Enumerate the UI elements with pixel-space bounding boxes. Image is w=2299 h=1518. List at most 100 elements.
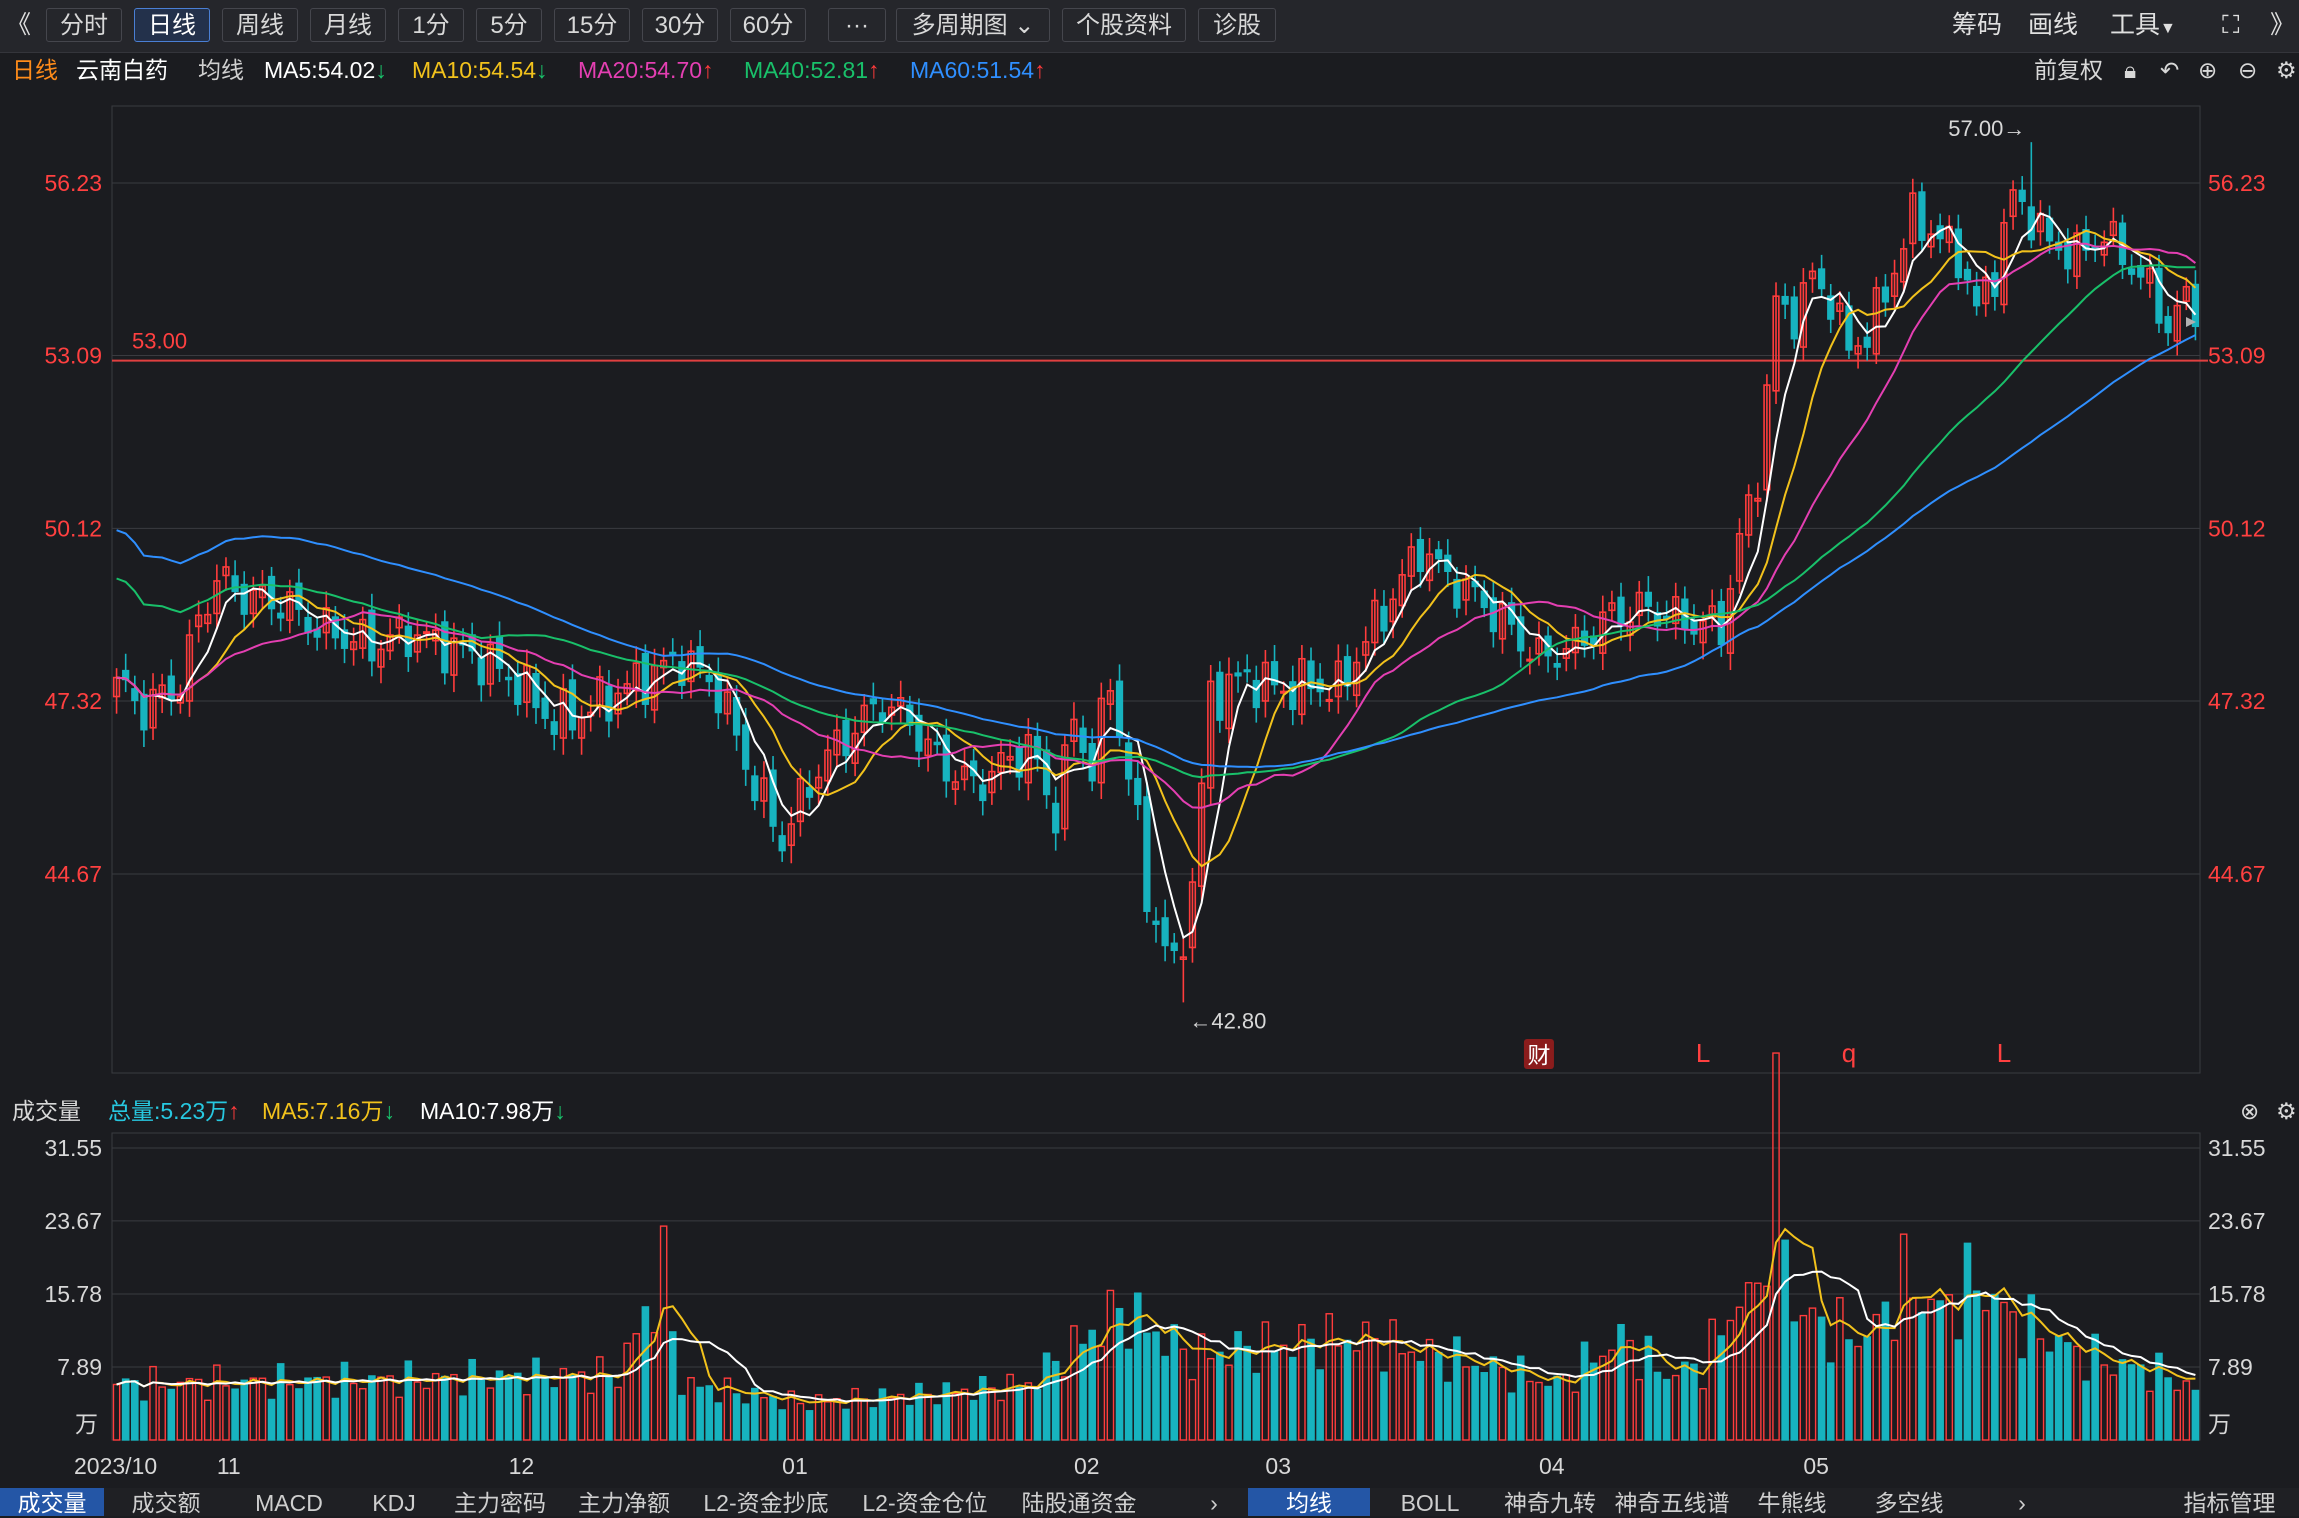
volume-bar [568,1374,577,1441]
chips-button[interactable]: 筹码 [1952,11,2003,39]
period-tab-4[interactable]: 1分 [398,8,464,42]
candle-body [2073,232,2081,278]
lock-icon[interactable]: 🔒︎ [2124,57,2137,83]
volume-bar [1252,1372,1261,1441]
multi-period-dropdown[interactable]: 多周期图 ⌄ [896,8,1050,42]
volume-bar [1042,1352,1051,1441]
volume-bar [368,1375,376,1441]
scroll-right-icon[interactable]: › [2018,1490,2026,1516]
volume-bar [386,1375,394,1441]
period-tab-3[interactable]: 月线 [310,8,386,42]
volume-bar [295,1388,303,1441]
volume-bar [468,1358,476,1441]
volume-bar [1279,1344,1288,1441]
settings-icon[interactable]: ⚙ [2276,57,2297,83]
volume-bar [1389,1319,1397,1441]
candle-body [1197,782,1206,887]
candle-body [505,676,513,681]
volume-settings-icon[interactable]: ⚙ [2276,1098,2297,1124]
draw-line-button[interactable]: 画线 [2028,11,2079,39]
volume-bar [2127,1364,2136,1441]
ma40-line [116,264,2196,779]
candle-body [1243,669,1251,673]
period-tab-7[interactable]: 30分 [642,8,718,42]
period-tab-1[interactable]: 日线 [134,8,210,42]
overlay-tab-right[interactable]: 神奇九转 [1504,1490,1596,1516]
overlay-tab-right[interactable]: 均线 [1248,1488,1370,1516]
volume-bar [2027,1294,2036,1441]
period-tab-0[interactable]: 分时 [46,8,122,42]
indicator-tab-left[interactable]: KDJ [372,1490,416,1516]
volume-bar [459,1395,467,1441]
volume-bar [1653,1371,1662,1441]
volume-bar [1334,1345,1343,1441]
period-tab-6[interactable]: 15分 [554,8,630,42]
diagnose-button[interactable]: 诊股 [1198,8,1276,42]
volume-bar [121,1378,130,1441]
candle-body [1535,637,1543,655]
scroll-right-icon[interactable]: › [1210,1490,1218,1516]
overlay-tab-right[interactable]: 神奇五线谱 [1614,1490,1730,1516]
volume-bar [1288,1356,1297,1441]
volume-bar [1124,1348,1133,1441]
indicator-tab-left[interactable]: 主力密码 [454,1490,546,1516]
indicator-tab-left[interactable]: L2-资金抄底 [703,1490,829,1516]
volume-bar [2036,1338,2045,1441]
candle-body [614,692,622,715]
indicator-tab-left[interactable]: 主力净额 [578,1490,670,1516]
candle-body [705,674,713,683]
volume-bar [960,1388,969,1441]
candle-body [413,634,422,653]
period-tab-5[interactable]: 5分 [476,8,542,42]
more-periods-button[interactable]: ··· [828,8,886,42]
volume-bar [1407,1351,1416,1441]
back-button[interactable]: 《 [6,11,32,39]
candle-body [194,614,203,628]
x-axis-label: 12 [509,1453,535,1479]
volume-bar [641,1306,650,1441]
candle-body [1435,549,1443,560]
period-tab-2[interactable]: 周线 [222,8,298,42]
zoom-in-icon[interactable]: ⊕ [2198,57,2218,83]
period-tab-8[interactable]: 60分 [730,8,806,42]
indicator-tab-left[interactable]: 陆股通资金 [1021,1490,1137,1516]
event-marker-box [1523,1039,1554,1069]
adjust-mode-dropdown[interactable]: 前复权 [2034,57,2103,83]
volume-bar [2091,1333,2099,1441]
volume-bar [304,1377,312,1441]
undo-icon[interactable]: ↶ [2160,57,2180,83]
fullscreen-icon[interactable]: ⛶ [2222,11,2240,39]
indicator-tab-left[interactable]: 成交量 [0,1488,104,1516]
indicator-tab-left[interactable]: 成交额 [131,1490,201,1516]
volume-bar [431,1372,440,1441]
volume-bar [249,1377,258,1441]
candle-body [1170,942,1178,952]
volume-legend-item: MA10:7.98万↓ [420,1095,566,1127]
event-marker-label: L [1997,1038,2011,1068]
overlay-tab-right[interactable]: 多空线 [1874,1490,1944,1516]
indicator-manage-button[interactable]: 指标管理 [2183,1490,2276,1516]
volume-bar [349,1382,358,1441]
close-icon[interactable]: ⊗ [2240,1098,2260,1124]
volume-legend-bar: 成交量 总量:5.23万↑ MA5:7.16万↓ MA10:7.98万↓ ⊗ ⚙ [0,1095,2299,1127]
candle-body [1982,276,1990,305]
stock-info-button[interactable]: 个股资料 [1062,8,1186,42]
volume-bar [504,1375,513,1441]
indicator-tab-left[interactable]: MACD [255,1490,323,1516]
price-tick-left: 53.09 [44,343,102,369]
overlay-tab-right[interactable]: BOLL [1400,1490,1460,1516]
volume-bar [1352,1350,1361,1441]
candle-body [2182,285,2190,302]
candle-body [869,698,877,705]
volume-bar [997,1399,1005,1441]
indicator-tab-left[interactable]: L2-资金仓位 [862,1490,988,1516]
overlay-tab-right[interactable]: 牛熊线 [1757,1490,1827,1516]
volume-bar [1890,1339,1899,1441]
volume-bar [541,1378,549,1441]
tools-dropdown[interactable]: 工具▼ [2110,11,2176,39]
expand-panel-button[interactable]: 》 [2270,11,2296,39]
volume-bar [1544,1385,1552,1441]
volume-bar [988,1387,996,1441]
zoom-out-icon[interactable]: ⊖ [2238,57,2258,83]
